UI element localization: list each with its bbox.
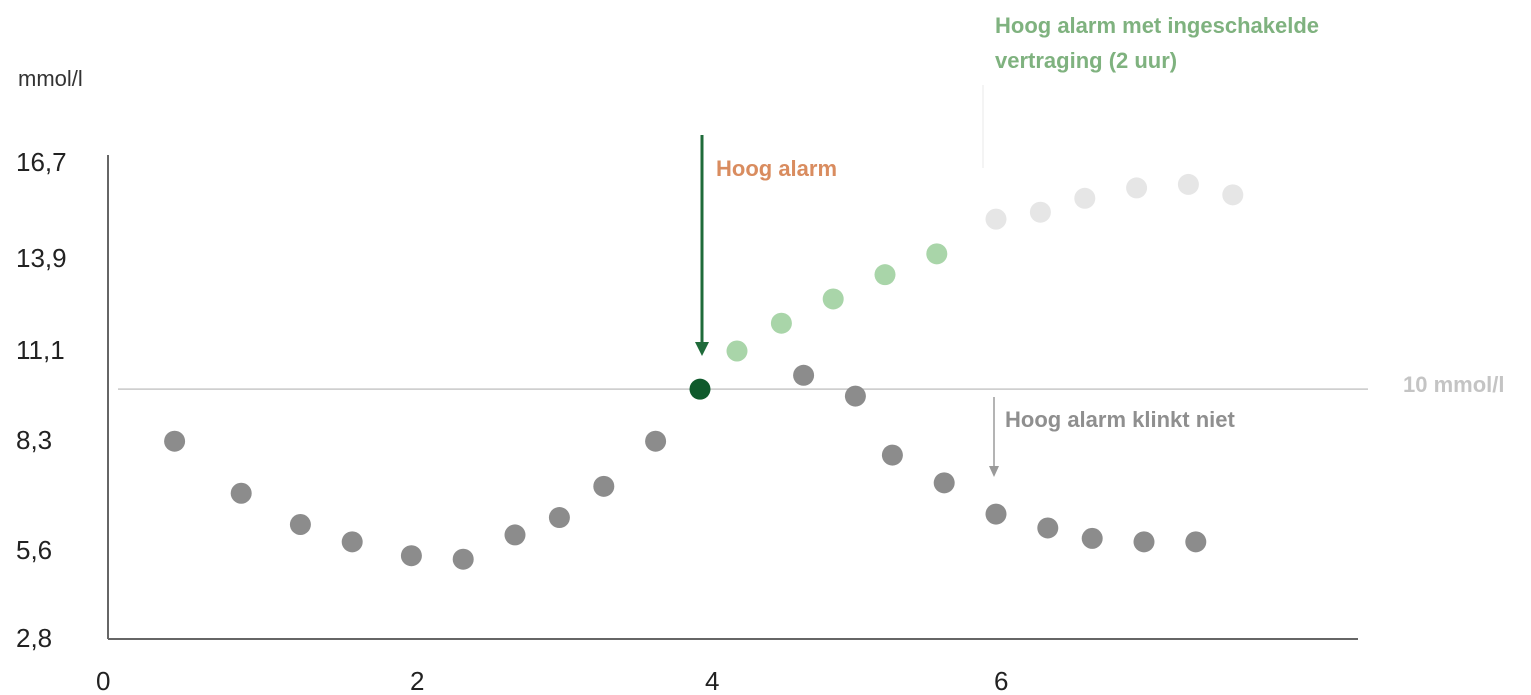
glucose-point: [793, 364, 815, 386]
data-points: [164, 173, 1244, 570]
faded-point: [1029, 201, 1051, 223]
high-alarm-arrow-head: [695, 342, 709, 356]
faded-point: [1074, 187, 1096, 209]
x-tick-label: 0: [96, 666, 110, 695]
glucose-point: [844, 385, 866, 407]
glucose-point: [230, 482, 252, 504]
y-tick-label: 5,6: [16, 535, 52, 565]
glucose-point: [164, 430, 186, 452]
y-tick-label: 2,8: [16, 623, 52, 653]
axes: [107, 155, 1358, 640]
delayed-alarm-point: [726, 340, 748, 362]
y-tick-label: 13,9: [16, 243, 67, 273]
glucose-point: [1185, 531, 1207, 553]
y-tick-label: 11,1: [16, 335, 65, 365]
annotation-arrows: [695, 85, 999, 477]
delay-annotation: Hoog alarm met ingeschakelde vertraging …: [995, 8, 1319, 78]
glucose-point: [933, 472, 955, 494]
faded-point: [1126, 177, 1148, 199]
glucose-point: [548, 507, 570, 529]
y-tick-label: 16,7: [16, 147, 67, 177]
glucose-point: [645, 430, 667, 452]
delayed-alarm-point: [874, 264, 896, 286]
glucose-point: [1081, 527, 1103, 549]
delayed-alarm-point: [770, 312, 792, 334]
x-tick-label: 6: [994, 666, 1008, 695]
glucose-point: [593, 475, 615, 497]
y-tick-label: 8,3: [16, 425, 52, 455]
no-alarm-annotation: Hoog alarm klinkt niet: [1005, 407, 1235, 432]
glucose-point: [452, 548, 474, 570]
glucose-point: [1037, 517, 1059, 539]
no-alarm-arrow-head: [989, 466, 999, 477]
alarm-point: [689, 378, 711, 400]
tick-labels: 2,8 5,6 8,3 11,1 13,9 16,7 0 2 4 6: [16, 147, 1008, 695]
glucose-point: [881, 444, 903, 466]
glucose-point: [341, 531, 363, 553]
faded-point: [985, 208, 1007, 230]
delayed-alarm-point: [822, 288, 844, 310]
x-tick-label: 4: [705, 666, 719, 695]
glucose-point: [985, 503, 1007, 525]
glucose-point: [504, 524, 526, 546]
high-alarm-annotation: Hoog alarm: [716, 156, 838, 181]
x-tick-label: 2: [410, 666, 424, 695]
glucose-point: [1133, 531, 1155, 553]
delayed-alarm-point: [926, 243, 948, 265]
threshold-label: 10 mmol/l: [1403, 372, 1505, 397]
faded-point: [1222, 184, 1244, 206]
glucose-point: [289, 513, 311, 535]
delay-annotation-line-1: Hoog alarm met ingeschakelde: [995, 13, 1319, 38]
faded-point: [1177, 173, 1199, 195]
y-axis-label: mmol/l: [18, 66, 83, 91]
delay-annotation-line-2: vertraging (2 uur): [995, 48, 1178, 73]
glucose-point: [400, 545, 422, 567]
